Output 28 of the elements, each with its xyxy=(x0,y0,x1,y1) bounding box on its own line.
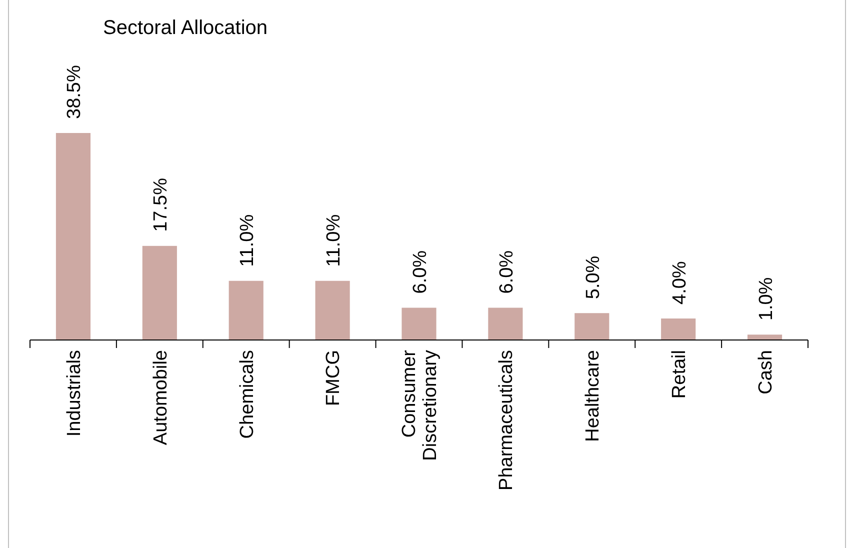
data-label: 11.0% xyxy=(237,214,258,267)
bar xyxy=(315,280,350,340)
x-tick-label: Healthcare xyxy=(582,350,604,442)
bar xyxy=(402,308,436,340)
x-tick-label: Consumer Discretionary xyxy=(399,349,442,461)
data-label: 6.0% xyxy=(496,250,518,294)
x-tick-label: Industrials xyxy=(64,350,85,437)
x-tick-label: Automobile xyxy=(150,350,172,446)
x-tick-label: FMCG xyxy=(323,350,344,406)
data-label: 11.0% xyxy=(324,214,345,267)
x-tick-label: Chemicals xyxy=(236,350,258,439)
bar xyxy=(661,318,696,340)
data-label: 6.0% xyxy=(410,250,431,294)
bar xyxy=(142,246,177,340)
x-tick-label: Pharmaceuticals xyxy=(496,350,518,490)
data-label: 5.0% xyxy=(582,256,604,300)
x-tick-label: Cash xyxy=(755,350,776,394)
bar xyxy=(228,280,264,340)
data-label: 17.5% xyxy=(150,178,172,232)
bar xyxy=(747,334,782,340)
chart-title: Sectoral Allocation xyxy=(103,17,268,39)
bar xyxy=(574,313,610,340)
bar xyxy=(488,308,523,340)
bar xyxy=(56,133,91,340)
data-label: 1.0% xyxy=(756,277,777,321)
x-tick-label: Retail xyxy=(668,350,690,399)
data-label: 38.5% xyxy=(64,65,86,119)
data-label: 4.0% xyxy=(669,261,690,304)
